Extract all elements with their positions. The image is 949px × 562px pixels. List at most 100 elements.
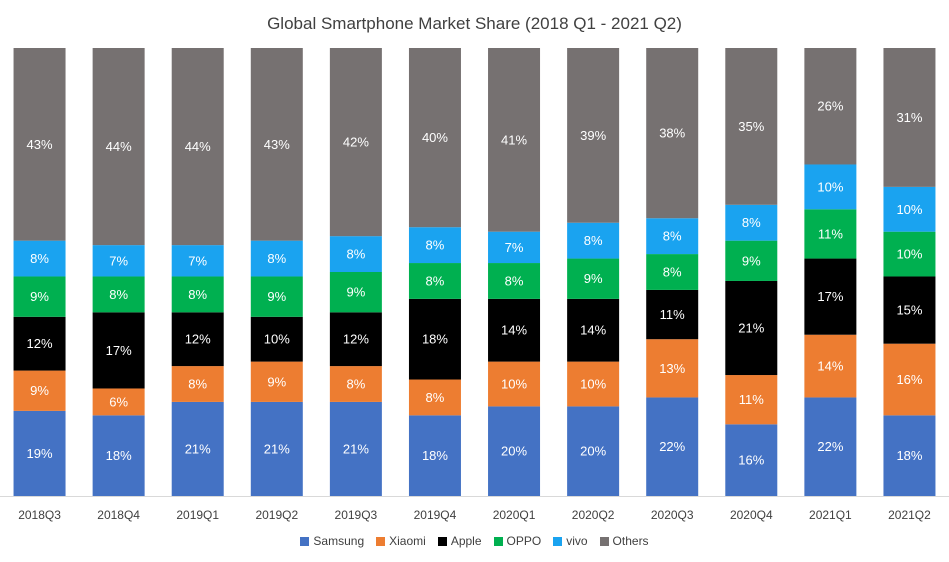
bar-segment-others-2019q1: [171, 48, 224, 246]
x-tick-label-2018q4: 2018Q4: [97, 508, 140, 522]
bar-segment-apple-2019q2: [250, 316, 303, 362]
bar-segment-xiaomi-2021q2: [883, 343, 936, 416]
bar-segment-samsung-2019q2: [250, 401, 303, 496]
bar-segment-apple-2021q1: [804, 258, 857, 335]
legend-label-xiaomi: Xiaomi: [389, 534, 426, 548]
bar-segment-others-2018q3: [13, 48, 66, 241]
data-label-vivo-2020q3: 8%: [663, 229, 682, 244]
data-label-xiaomi-2019q3: 8%: [346, 377, 365, 392]
bar-segment-samsung-2019q4: [408, 415, 461, 496]
x-tick-label-2018q3: 2018Q3: [18, 508, 61, 522]
data-label-samsung-2019q3: 21%: [343, 441, 369, 456]
x-tick-label-2019q4: 2019Q4: [414, 508, 457, 522]
bar-segment-others-2020q2: [567, 48, 620, 223]
data-label-others-2019q2: 43%: [264, 137, 290, 152]
legend-swatch-others: [599, 536, 609, 546]
data-label-samsung-2021q2: 18%: [896, 448, 922, 463]
bar-segment-oppo-2020q3: [646, 254, 699, 290]
bar-segment-xiaomi-2019q2: [250, 361, 303, 402]
legend-label-vivo: vivo: [566, 534, 588, 548]
data-label-others-2020q1: 41%: [501, 132, 527, 147]
data-label-xiaomi-2020q3: 13%: [659, 361, 685, 376]
legend-item-samsung: Samsung: [300, 534, 364, 548]
bar-segment-oppo-2021q2: [883, 231, 936, 277]
data-label-others-2020q4: 35%: [738, 119, 764, 134]
bar-segment-samsung-2020q1: [488, 406, 541, 496]
data-label-oppo-2019q1: 8%: [188, 287, 207, 302]
bar-segment-vivo-2020q3: [646, 218, 699, 255]
x-tick-label-2019q1: 2019Q1: [176, 508, 219, 522]
legend-item-apple: Apple: [437, 534, 482, 548]
x-tick-label-2020q1: 2020Q1: [493, 508, 536, 522]
data-label-xiaomi-2018q4: 6%: [109, 394, 128, 409]
legend-label-samsung: Samsung: [313, 534, 365, 548]
bar-segment-vivo-2018q4: [92, 245, 145, 277]
data-label-vivo-2019q3: 8%: [346, 247, 365, 262]
bar-segment-vivo-2018q3: [13, 240, 66, 277]
data-label-xiaomi-2020q1: 10%: [501, 377, 527, 392]
legend-item-xiaomi: Xiaomi: [376, 534, 426, 548]
bar-segment-oppo-2018q4: [92, 276, 145, 313]
data-label-vivo-2021q1: 10%: [817, 179, 843, 194]
data-label-samsung-2020q3: 22%: [659, 439, 685, 454]
x-tick-label-2020q4: 2020Q4: [730, 508, 773, 522]
bar-segment-others-2020q3: [646, 48, 699, 219]
bar-segment-oppo-2018q3: [13, 276, 66, 317]
data-label-samsung-2021q1: 22%: [817, 439, 843, 454]
bar-segment-xiaomi-2019q3: [329, 366, 382, 402]
data-label-samsung-2019q4: 18%: [422, 448, 448, 463]
data-label-samsung-2020q2: 20%: [580, 444, 606, 459]
bar-segment-vivo-2019q3: [329, 236, 382, 272]
bar-segment-xiaomi-2020q1: [488, 361, 541, 407]
data-label-apple-2018q4: 17%: [106, 343, 132, 358]
data-label-vivo-2020q1: 7%: [505, 240, 524, 255]
data-label-xiaomi-2019q1: 8%: [188, 377, 207, 392]
bar-segment-oppo-2019q4: [408, 263, 461, 299]
data-label-apple-2020q2: 14%: [580, 323, 606, 338]
data-label-others-2021q1: 26%: [817, 99, 843, 114]
bar-segment-apple-2020q4: [725, 280, 778, 376]
data-label-vivo-2020q2: 8%: [584, 233, 603, 248]
bar-segment-samsung-2018q4: [92, 415, 145, 496]
bar-segment-others-2021q2: [883, 48, 936, 187]
data-label-xiaomi-2019q2: 9%: [267, 374, 286, 389]
legend-label-others: Others: [612, 534, 649, 548]
data-label-oppo-2020q3: 8%: [663, 265, 682, 280]
data-label-samsung-2018q4: 18%: [106, 448, 132, 463]
bar-segment-oppo-2021q1: [804, 209, 857, 259]
data-label-apple-2019q1: 12%: [185, 332, 211, 347]
legend-item-vivo: vivo: [553, 534, 588, 548]
bar-segment-vivo-2020q1: [488, 231, 541, 264]
bar-segment-others-2020q1: [488, 48, 541, 232]
bar-segment-apple-2020q2: [567, 298, 620, 362]
bar-segment-xiaomi-2021q1: [804, 334, 857, 398]
bar-segment-oppo-2020q2: [567, 258, 620, 299]
legend-item-oppo: OPPO: [493, 534, 541, 548]
bar-segment-others-2021q1: [804, 48, 857, 165]
bar-segment-vivo-2020q2: [567, 222, 620, 259]
data-label-apple-2021q2: 15%: [896, 303, 922, 318]
data-label-apple-2018q3: 12%: [27, 336, 53, 351]
data-label-samsung-2020q1: 20%: [501, 444, 527, 459]
data-label-vivo-2019q4: 8%: [426, 238, 445, 253]
bar-segment-apple-2018q4: [92, 312, 145, 389]
data-label-oppo-2018q4: 8%: [109, 287, 128, 302]
legend: Samsung Xiaomi Apple OPPO vivo Others: [0, 534, 949, 548]
data-label-vivo-2019q1: 7%: [188, 253, 207, 268]
data-label-xiaomi-2020q4: 11%: [739, 392, 764, 407]
bar-segment-apple-2021q2: [883, 276, 936, 344]
legend-swatch-vivo: [553, 536, 563, 546]
x-tick-label-2021q1: 2021Q1: [809, 508, 852, 522]
data-label-xiaomi-2021q2: 16%: [896, 372, 922, 387]
x-tick-label-2019q3: 2019Q3: [335, 508, 378, 522]
bar-segment-vivo-2019q1: [171, 245, 224, 277]
data-label-others-2018q3: 43%: [27, 137, 53, 152]
bar-segment-apple-2018q3: [13, 316, 66, 371]
bar-segment-xiaomi-2020q2: [567, 361, 620, 407]
data-label-oppo-2019q2: 9%: [267, 289, 286, 304]
legend-label-apple: Apple: [450, 534, 482, 548]
data-label-oppo-2020q4: 9%: [742, 253, 761, 268]
data-label-apple-2019q3: 12%: [343, 332, 369, 347]
data-label-others-2019q4: 40%: [422, 130, 448, 145]
